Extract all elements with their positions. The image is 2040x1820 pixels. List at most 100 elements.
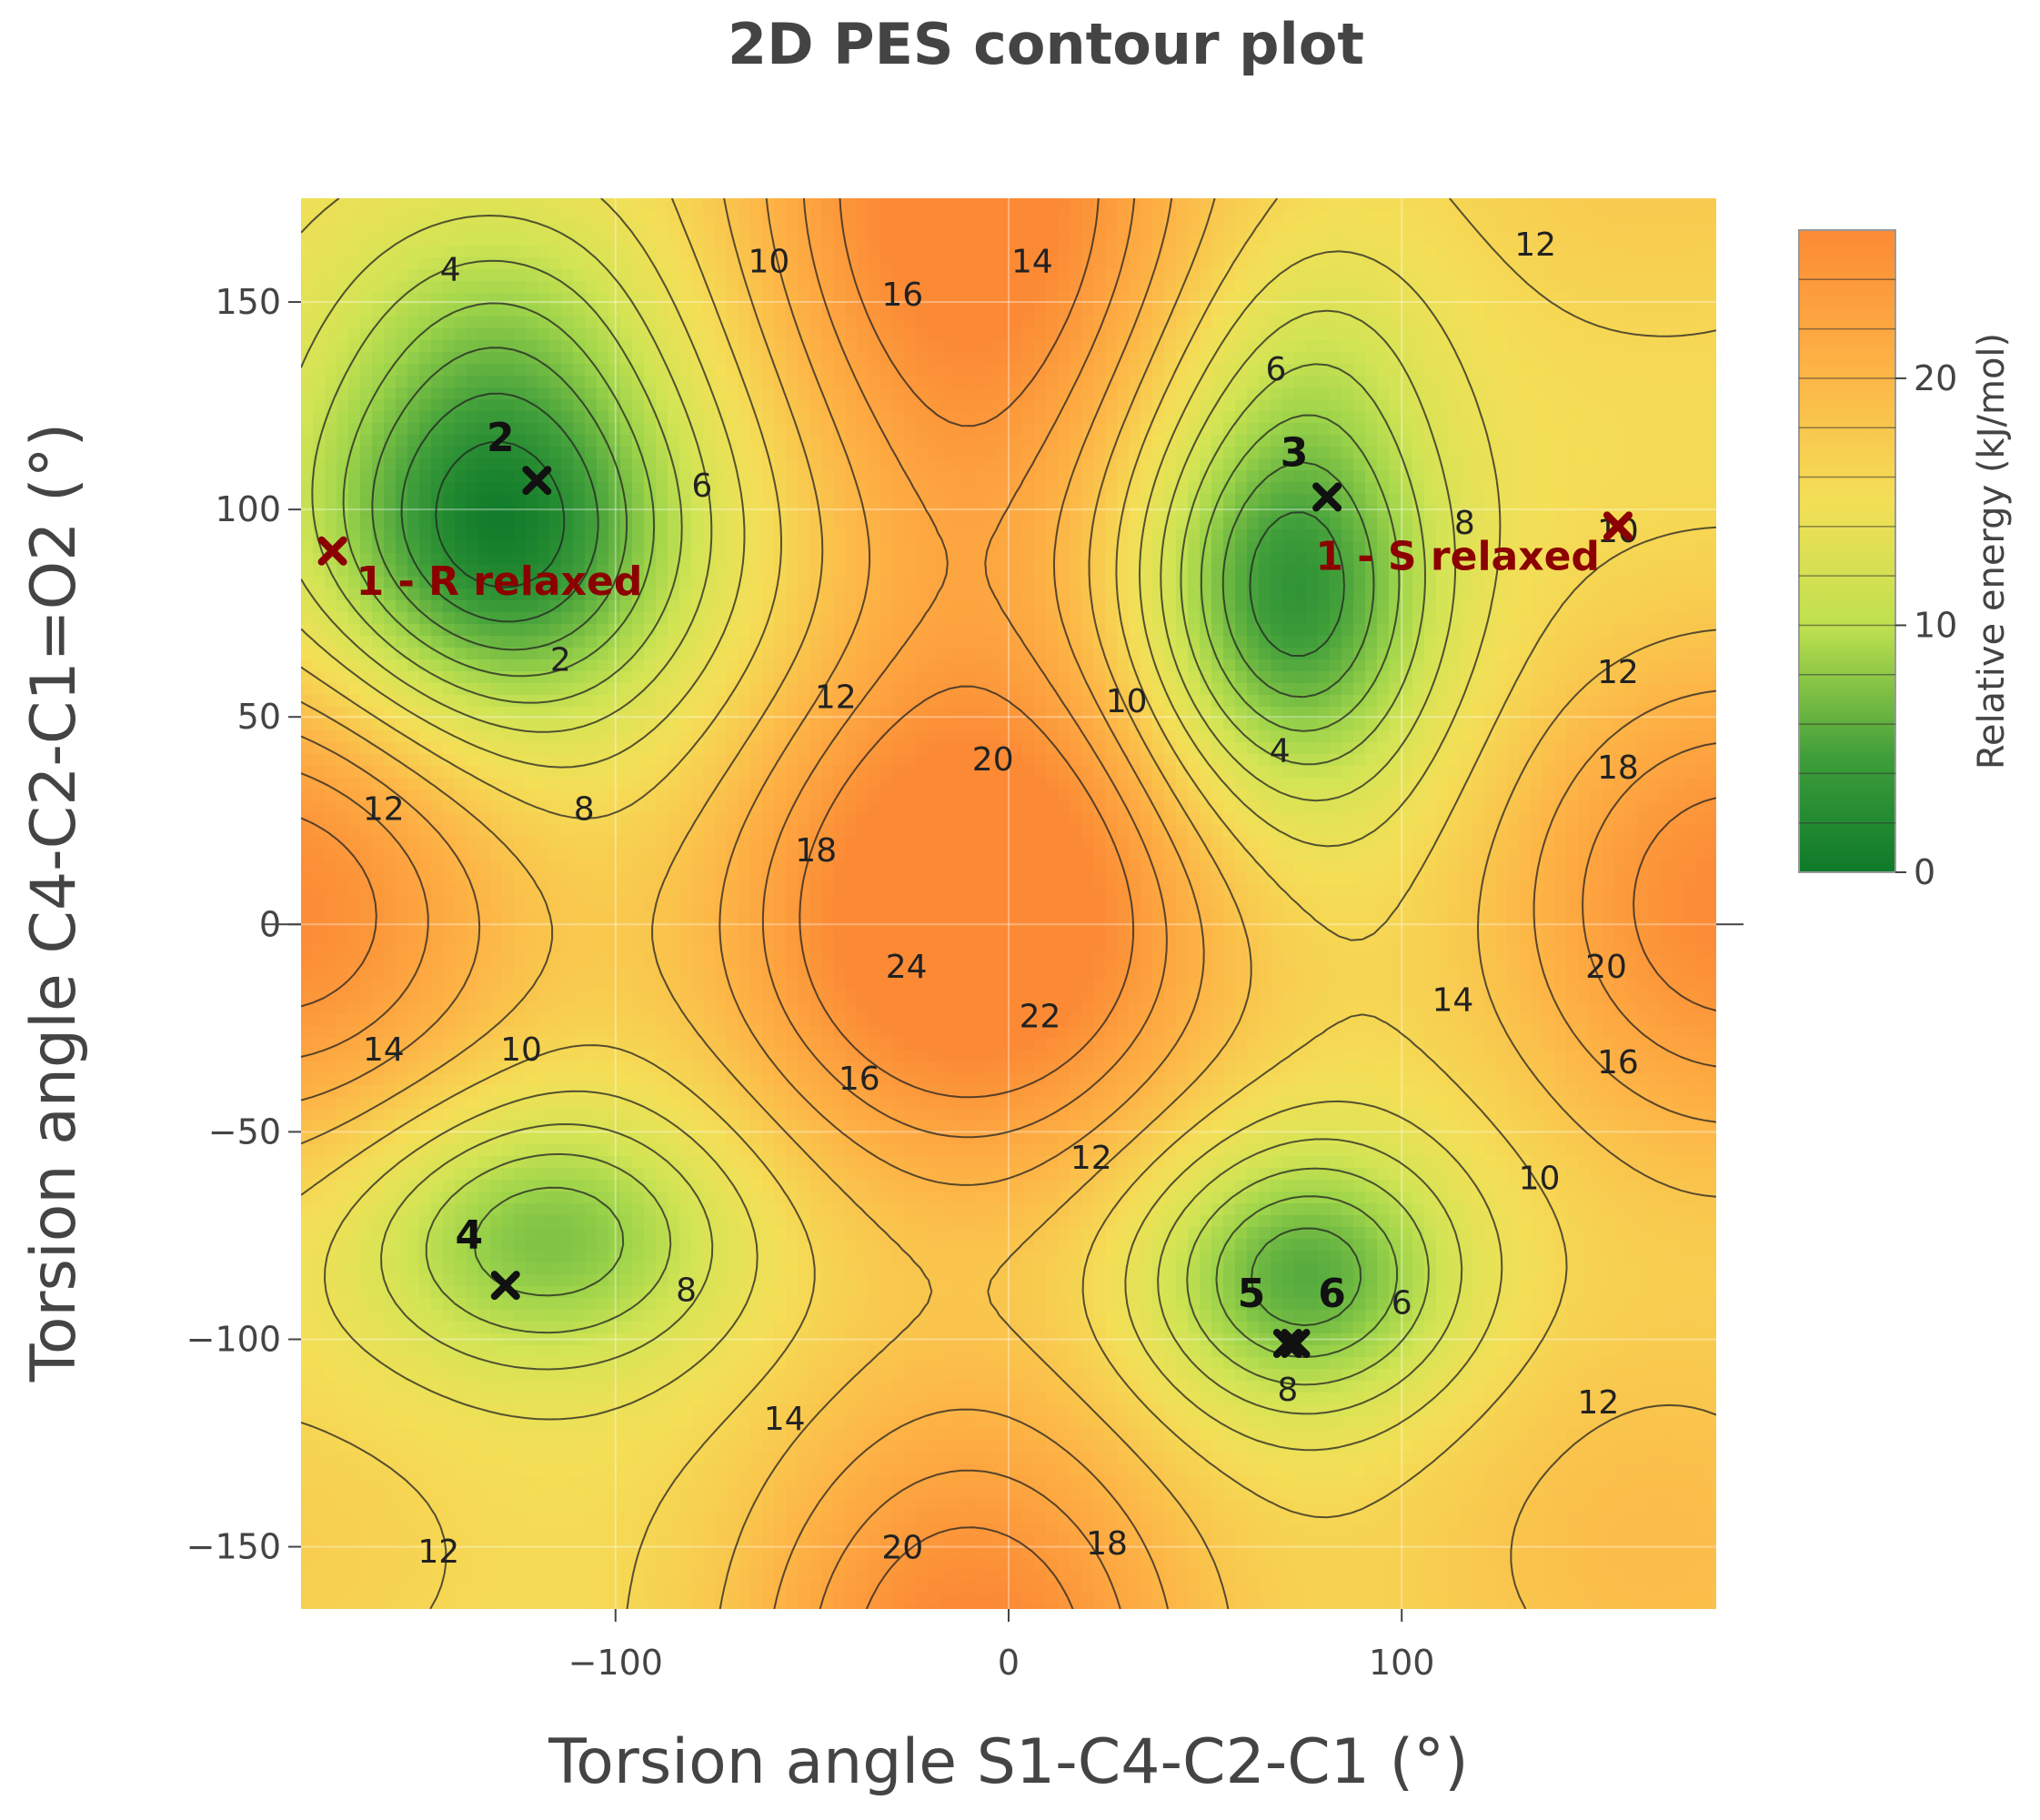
heatmap-cell: [431, 1026, 444, 1039]
heatmap-cell: [348, 990, 361, 1003]
heatmap-cell: [490, 967, 503, 980]
heatmap-cell: [301, 553, 314, 566]
heatmap-cell: [549, 872, 562, 885]
heatmap-cell: [774, 435, 787, 447]
heatmap-cell: [774, 1274, 787, 1287]
heatmap-cell: [384, 1416, 397, 1429]
heatmap-cell: [549, 1168, 562, 1181]
heatmap-cell: [478, 730, 491, 743]
heatmap-cell: [549, 1227, 562, 1240]
heatmap-cell: [478, 766, 491, 779]
heatmap-cell: [750, 1357, 763, 1370]
heatmap-cell: [561, 210, 574, 223]
heatmap-cell: [668, 518, 680, 530]
heatmap-cell: [443, 1463, 456, 1476]
heatmap-cell: [561, 931, 574, 944]
heatmap-cell: [514, 884, 527, 897]
heatmap-cell: [762, 1558, 775, 1571]
heatmap-cell: [656, 1227, 668, 1240]
heatmap-cell: [585, 1369, 598, 1382]
heatmap-cell: [325, 1570, 337, 1583]
heatmap-cell: [348, 269, 361, 282]
heatmap-cell: [502, 399, 515, 412]
heatmap-cell: [585, 1605, 598, 1609]
heatmap-cell: [502, 789, 515, 802]
heatmap-cell: [313, 1345, 326, 1358]
heatmap-cell: [301, 896, 314, 909]
heatmap-cell: [561, 872, 574, 885]
heatmap-cell: [750, 1546, 763, 1559]
heatmap-cell: [703, 766, 716, 779]
heatmap-cell: [407, 1345, 420, 1358]
heatmap-cell: [561, 1345, 574, 1358]
heatmap-cell: [561, 967, 574, 980]
heatmap-cell: [455, 1227, 467, 1240]
heatmap-cell: [656, 1097, 668, 1110]
heatmap-cell: [337, 1180, 349, 1192]
heatmap-cell: [573, 1156, 586, 1169]
heatmap-cell: [668, 1132, 680, 1145]
heatmap-cell: [502, 1026, 515, 1039]
heatmap-cell: [443, 920, 456, 932]
heatmap-cell: [703, 1570, 716, 1583]
heatmap-cell: [325, 1262, 337, 1275]
heatmap-cell: [644, 435, 657, 447]
heatmap-cell: [514, 967, 527, 980]
heatmap-cell: [419, 1002, 432, 1015]
heatmap-cell: [632, 908, 645, 920]
heatmap-cell: [407, 778, 420, 790]
heatmap-cell: [490, 600, 503, 613]
heatmap-cell: [419, 707, 432, 719]
heatmap-cell: [490, 1511, 503, 1523]
heatmap-cell: [538, 931, 550, 944]
heatmap-cell: [526, 1061, 538, 1074]
heatmap-cell: [443, 979, 456, 991]
heatmap-cell: [313, 1286, 326, 1299]
heatmap-cell: [313, 411, 326, 424]
heatmap-cell: [668, 1203, 680, 1216]
heatmap-cell: [467, 766, 479, 779]
heatmap-cell: [407, 1132, 420, 1145]
heatmap-cell: [443, 482, 456, 495]
heatmap-cell: [348, 1002, 361, 1015]
heatmap-cell: [396, 1097, 408, 1110]
heatmap-cell: [786, 376, 799, 388]
heatmap-cell: [455, 1251, 467, 1263]
heatmap-cell: [490, 1144, 503, 1157]
heatmap-cell: [774, 1310, 787, 1322]
heatmap-cell: [455, 1121, 467, 1133]
heatmap-cell: [691, 896, 704, 909]
heatmap-cell: [549, 967, 562, 980]
heatmap-cell: [739, 612, 751, 625]
heatmap-cell: [372, 1286, 385, 1299]
heatmap-cell: [597, 1345, 609, 1358]
heatmap-cell: [691, 719, 704, 731]
heatmap-cell: [337, 695, 349, 708]
heatmap-cell: [644, 494, 657, 507]
heatmap-cell: [313, 1097, 326, 1110]
heatmap-cell: [538, 234, 550, 246]
heatmap-cell: [443, 1381, 456, 1393]
heatmap-cell: [597, 1203, 609, 1216]
heatmap-cell: [407, 1002, 420, 1015]
heatmap-cell: [561, 837, 574, 850]
heatmap-cell: [549, 1511, 562, 1523]
heatmap-cell: [774, 1227, 787, 1240]
heatmap-cell: [679, 813, 692, 826]
heatmap-cell: [419, 305, 432, 317]
heatmap-cell: [526, 837, 538, 850]
heatmap-cell: [419, 364, 432, 377]
heatmap-cell: [396, 1452, 408, 1464]
heatmap-cell: [443, 1499, 456, 1512]
heatmap-cell: [301, 518, 314, 530]
heatmap-cell: [478, 1345, 491, 1358]
heatmap-cell: [514, 1168, 527, 1181]
heatmap-cell: [337, 1499, 349, 1512]
heatmap-cell: [443, 849, 456, 861]
heatmap-cell: [762, 1156, 775, 1169]
heatmap-cell: [301, 1428, 314, 1441]
heatmap-cell: [526, 1109, 538, 1121]
heatmap-cell: [419, 482, 432, 495]
heatmap-cell: [514, 1333, 527, 1346]
heatmap-cell: [301, 1014, 314, 1027]
